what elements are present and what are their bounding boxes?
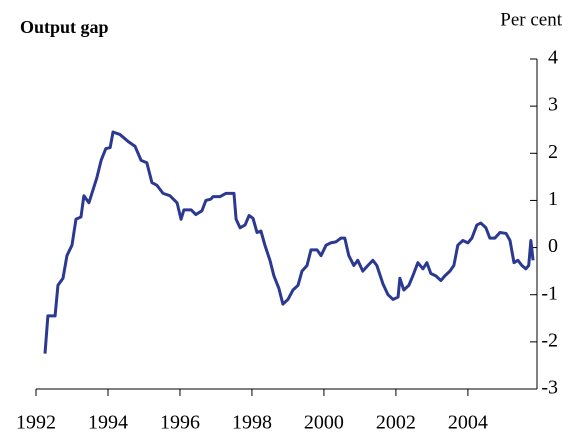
x-tick-label: 1998 — [232, 412, 272, 434]
y-axis-label: Per cent — [500, 9, 562, 30]
y-tick-label: 4 — [548, 47, 558, 69]
data-line — [43, 130, 535, 354]
y-tick-label: -1 — [541, 282, 558, 304]
y-tick-label: 0 — [548, 235, 558, 257]
x-tick-label: 2000 — [304, 412, 344, 434]
y-tick-label: 3 — [548, 94, 558, 116]
y-tick-label: -3 — [541, 377, 558, 399]
y-tick-label: -2 — [541, 329, 558, 351]
x-tick-label: 1996 — [160, 412, 200, 434]
y-tick-label: 2 — [548, 141, 558, 163]
chart-title: Output gap — [20, 17, 109, 37]
x-tick-label: 1992 — [16, 412, 56, 434]
x-tick-label: 2004 — [448, 412, 488, 434]
y-tick-label: 1 — [548, 188, 558, 210]
x-tick-label: 1994 — [88, 412, 128, 434]
x-tick-label: 2002 — [376, 412, 416, 434]
